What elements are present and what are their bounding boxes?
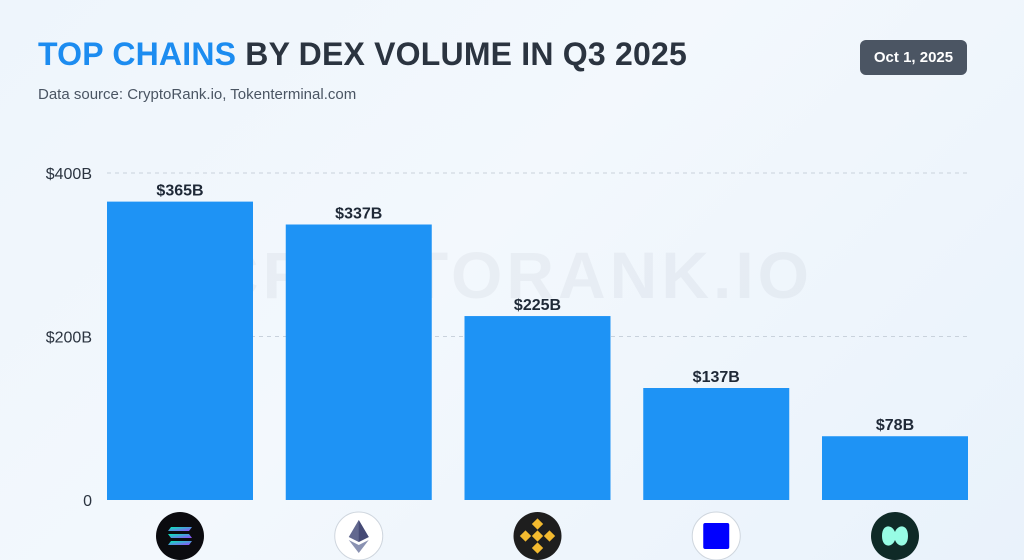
data-source: Data source: CryptoRank.io, Tokentermina…: [38, 86, 357, 103]
y-tick-label: $400B: [46, 166, 92, 183]
bar-value-label: $137B: [693, 369, 740, 386]
chart-title-highlight: TOP CHAINS: [38, 36, 237, 72]
grid-layer: 0 $200B $400B: [46, 166, 968, 510]
bnb-chain-logo-icon: [513, 512, 562, 560]
bar-base: [643, 388, 790, 500]
bar-value-label: $78B: [876, 417, 914, 434]
base-logo-icon: [691, 511, 741, 560]
bar-bnb-chain: [464, 316, 611, 500]
solana-logo-icon: [156, 512, 204, 560]
ethereum-logo-icon: [334, 511, 384, 560]
date-badge: Oct 1, 2025: [860, 40, 967, 75]
hyperliquid-logo-icon: [871, 512, 919, 560]
bars-layer: $365B $337B $225B $137B $78B: [107, 183, 968, 501]
bar-value-label: $365B: [156, 183, 203, 200]
chart-title: TOP CHAINS BY DEX VOLUME IN Q3 2025: [38, 36, 687, 73]
y-tick-label: $200B: [46, 330, 92, 347]
chain-icons: [156, 511, 919, 560]
bar-value-label: $337B: [335, 206, 382, 223]
bar-hyperliquid: [822, 436, 968, 500]
chart-title-rest: BY DEX VOLUME IN Q3 2025: [236, 36, 687, 72]
y-tick-label: 0: [83, 493, 92, 510]
bar-value-label: $225B: [514, 297, 561, 314]
bar-ethereum: [285, 224, 432, 500]
bar-solana: [107, 201, 253, 501]
